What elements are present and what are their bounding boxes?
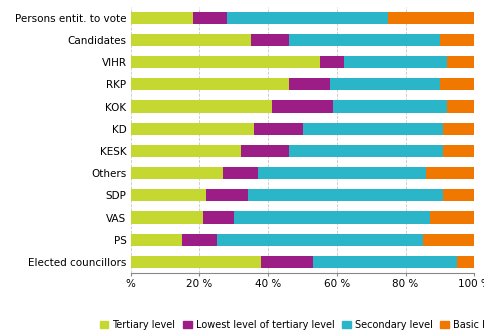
Bar bbox=[131, 211, 203, 224]
Bar bbox=[258, 167, 426, 179]
Bar bbox=[333, 101, 447, 113]
Bar bbox=[289, 145, 443, 157]
Bar bbox=[344, 56, 447, 68]
Bar bbox=[289, 34, 440, 46]
Bar bbox=[426, 167, 474, 179]
Bar bbox=[443, 189, 474, 201]
Bar bbox=[457, 256, 474, 268]
Bar bbox=[131, 167, 224, 179]
Bar bbox=[131, 234, 182, 246]
Bar bbox=[313, 256, 457, 268]
Bar bbox=[251, 34, 289, 46]
Bar bbox=[447, 56, 474, 68]
Bar bbox=[430, 211, 474, 224]
Bar bbox=[131, 145, 241, 157]
Bar bbox=[241, 145, 289, 157]
Bar bbox=[423, 234, 474, 246]
Bar bbox=[227, 12, 388, 24]
Bar bbox=[272, 101, 333, 113]
Bar bbox=[193, 12, 227, 24]
Bar bbox=[224, 167, 258, 179]
Bar bbox=[443, 145, 474, 157]
Legend: Tertiary level, Lowest level of tertiary level, Secondary level, Basic level: Tertiary level, Lowest level of tertiary… bbox=[98, 318, 484, 332]
Bar bbox=[302, 123, 443, 135]
Bar bbox=[447, 101, 474, 113]
Bar bbox=[440, 34, 474, 46]
Bar bbox=[131, 189, 206, 201]
Bar bbox=[330, 78, 440, 91]
Bar bbox=[255, 123, 302, 135]
Bar bbox=[261, 256, 313, 268]
Bar bbox=[217, 234, 423, 246]
Bar bbox=[182, 234, 217, 246]
Bar bbox=[131, 34, 251, 46]
Bar bbox=[131, 256, 261, 268]
Bar bbox=[289, 78, 330, 91]
Bar bbox=[203, 211, 234, 224]
Bar bbox=[440, 78, 474, 91]
Bar bbox=[131, 78, 289, 91]
Bar bbox=[131, 101, 272, 113]
Bar bbox=[131, 123, 255, 135]
Bar bbox=[234, 211, 430, 224]
Bar bbox=[131, 12, 193, 24]
Bar bbox=[389, 12, 474, 24]
Bar bbox=[131, 56, 320, 68]
Bar bbox=[206, 189, 247, 201]
Bar bbox=[247, 189, 443, 201]
Bar bbox=[443, 123, 474, 135]
Bar bbox=[320, 56, 344, 68]
